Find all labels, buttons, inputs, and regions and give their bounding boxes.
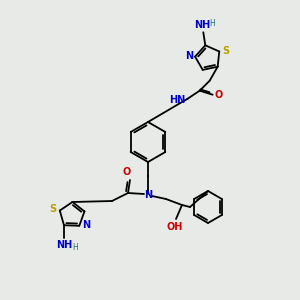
Text: N: N [144,190,152,200]
Text: NH: NH [194,20,210,30]
Text: S: S [222,46,230,56]
Text: N: N [82,220,90,230]
Text: S: S [50,204,57,214]
Text: N: N [185,51,193,61]
Text: O: O [123,167,131,177]
Text: H: H [209,19,215,28]
Text: OH: OH [167,222,183,232]
Text: H: H [72,243,78,252]
Text: HN: HN [169,95,186,105]
Text: NH: NH [56,240,72,250]
Text: O: O [215,90,223,100]
